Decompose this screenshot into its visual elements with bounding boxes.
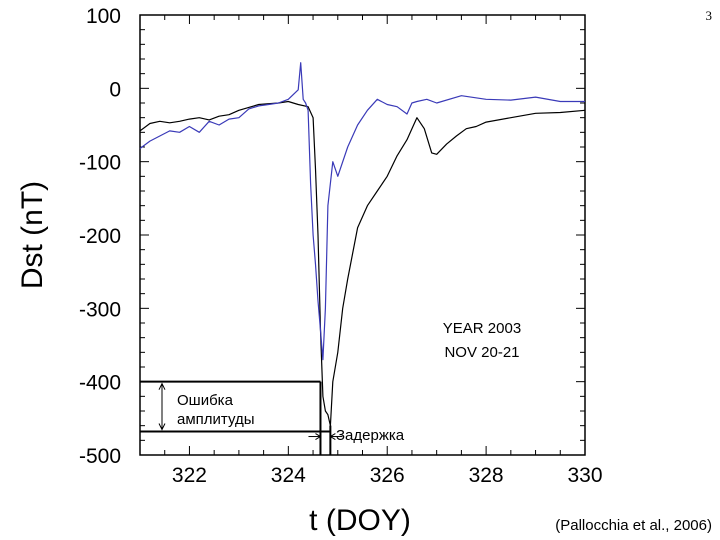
amplitude-arrowhead-down	[158, 423, 166, 431]
delay-arrowhead-right	[329, 433, 336, 440]
series-line-1	[139, 100, 586, 427]
amplitude-error-label-1: Ошибка	[177, 392, 234, 409]
series-layer	[139, 62, 586, 427]
y-tick-label: 0	[109, 78, 121, 101]
series-line-2	[139, 62, 585, 361]
x-tick-label: 324	[271, 464, 306, 487]
x-tick-label: 330	[567, 464, 602, 487]
y-tick-label: -500	[79, 445, 121, 468]
x-tick-label: 328	[469, 464, 504, 487]
x-tick-label: 326	[370, 464, 405, 487]
y-tick-label: -100	[79, 152, 121, 175]
delay-arrowhead-left	[315, 433, 322, 440]
info-line-2: NOV 20-21	[444, 344, 519, 361]
y-axis-title: Dst (nT)	[16, 181, 49, 289]
info-line-1: YEAR 2003	[443, 320, 521, 337]
delay-label: Задержка	[336, 427, 405, 444]
amplitude-arrowhead-up	[158, 382, 166, 390]
citation: (Pallocchia et al., 2006)	[555, 517, 712, 534]
x-tick-label: 322	[172, 464, 207, 487]
x-axis-title: t (DOY)	[309, 504, 411, 537]
plot-frame	[139, 14, 586, 456]
y-tick-label: -300	[79, 298, 121, 321]
y-tick-label: -200	[79, 225, 121, 248]
y-tick-label: 100	[86, 5, 121, 28]
slide-number: 3	[705, 8, 713, 23]
axis-ticks: 100 0 -100 -200 -300 -400 -500 322 324 326 328 330	[79, 5, 603, 487]
annotation-layer	[140, 380, 343, 455]
amplitude-error-label-2: амплитуды	[177, 411, 254, 428]
y-tick-label: -400	[79, 372, 121, 395]
